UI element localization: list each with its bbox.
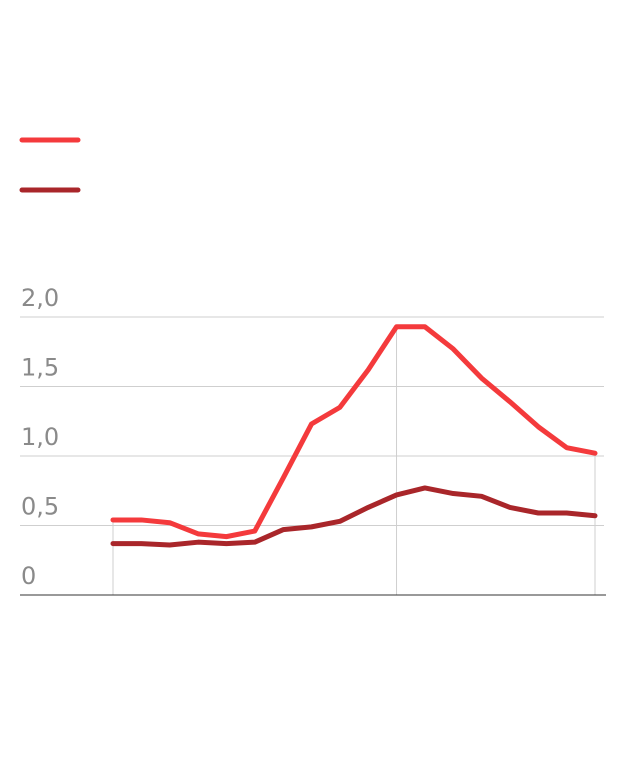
data-point	[225, 543, 227, 545]
legend	[19, 137, 81, 193]
data-point	[112, 519, 114, 521]
data-point	[594, 452, 596, 454]
data-point	[509, 401, 511, 403]
y-tick-label: 2,0	[21, 284, 59, 312]
data-point	[282, 477, 284, 479]
data-point	[282, 529, 284, 531]
data-point	[424, 326, 426, 328]
data-point	[396, 494, 398, 496]
data-point	[481, 495, 483, 497]
data-point	[197, 533, 199, 535]
data-point	[254, 541, 256, 543]
y-tick-label: 1,0	[21, 423, 59, 451]
data-point	[339, 520, 341, 522]
data-point	[481, 377, 483, 379]
data-point	[225, 536, 227, 538]
data-point	[197, 541, 199, 543]
data-point	[594, 515, 596, 517]
data-point	[396, 326, 398, 328]
data-point	[566, 447, 568, 449]
data-point	[339, 406, 341, 408]
series-line-2	[110, 485, 598, 548]
data-point	[254, 530, 256, 532]
data-point	[452, 348, 454, 350]
data-point	[140, 543, 142, 545]
data-point	[112, 543, 114, 545]
data-point	[537, 512, 539, 514]
data-point	[566, 512, 568, 514]
data-point	[509, 506, 511, 508]
data-point	[367, 506, 369, 508]
reference-lines	[112, 326, 596, 595]
series-line-1	[110, 324, 598, 540]
data-point	[169, 522, 171, 524]
data-point	[140, 519, 142, 521]
data-point	[310, 423, 312, 425]
series-group	[110, 324, 598, 548]
y-tick-label: 1,5	[21, 354, 59, 382]
data-point	[452, 493, 454, 495]
data-point	[169, 544, 171, 546]
y-tick-label: 0,5	[21, 493, 59, 521]
data-point	[310, 526, 312, 528]
data-point	[367, 369, 369, 371]
data-point	[424, 487, 426, 489]
data-point	[537, 426, 539, 428]
y-axis-ticks: 0 0,5 1,0 1,5 2,0	[21, 284, 59, 590]
y-tick-label: 0	[21, 562, 36, 590]
